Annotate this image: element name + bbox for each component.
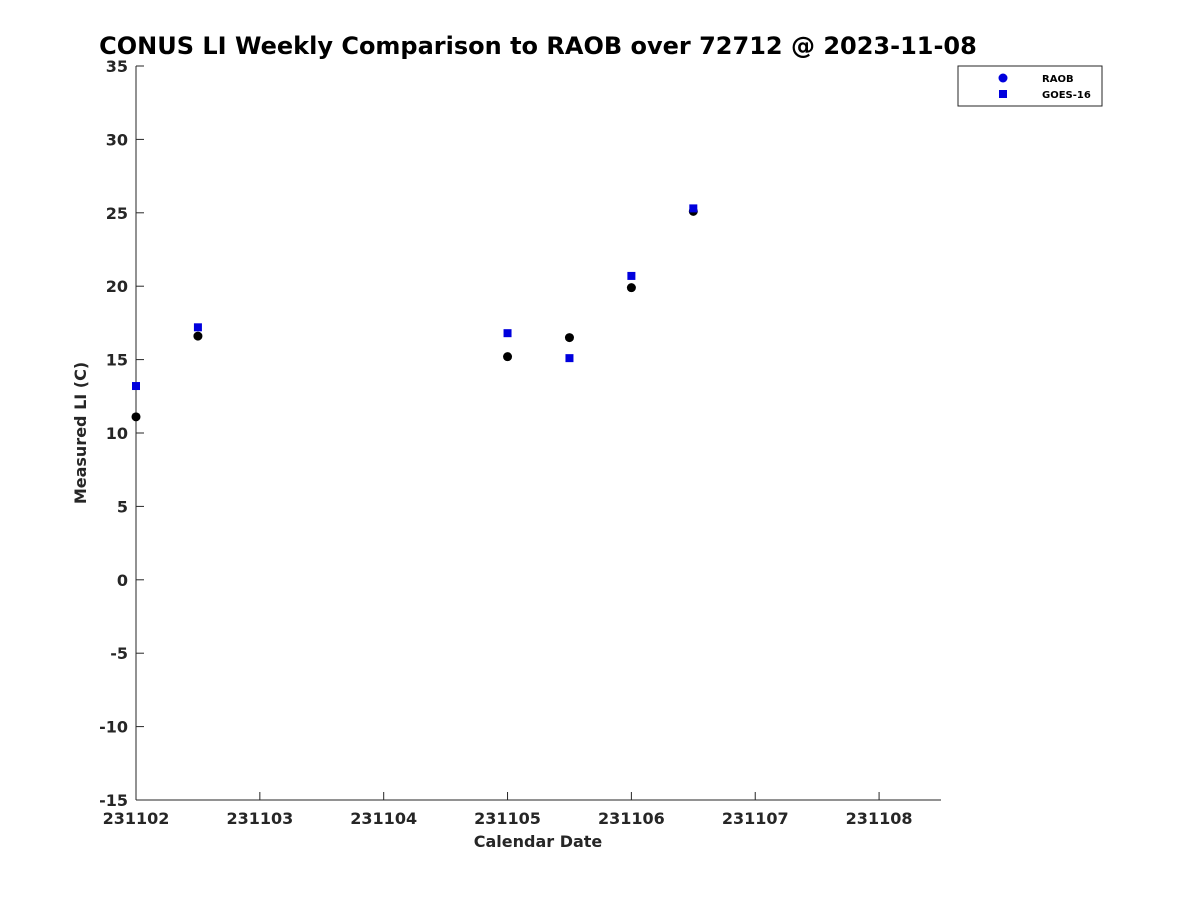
y-tick-label: -10 [99, 718, 128, 737]
legend-marker-goes-16 [999, 90, 1007, 98]
y-tick-label: 10 [106, 424, 128, 443]
raob-point [193, 331, 203, 341]
y-tick-label: 5 [117, 497, 128, 516]
legend-label-raob: RAOB [1042, 74, 1074, 85]
x-tick-label: 231105 [474, 809, 541, 828]
y-axis-label: Measured LI (C) [71, 362, 90, 504]
plot-axes: -15 -10 -5 0 5 10 15 20 25 30 35 231102 231103 231104… [99, 57, 941, 828]
legend: RAOB GOES-16 [957, 65, 1103, 107]
legend-marker-raob [998, 73, 1008, 83]
x-tick-label: 231103 [226, 809, 293, 828]
y-tick-label: -15 [99, 791, 128, 810]
x-tick-label: 231106 [598, 809, 665, 828]
x-axis-label: Calendar Date [474, 832, 603, 851]
x-tick-label: 231107 [722, 809, 789, 828]
y-tick-label: -5 [110, 644, 128, 663]
y-tick-label: 35 [106, 57, 128, 76]
legend-label-goes-16: GOES-16 [1042, 90, 1091, 101]
goes-16-point [565, 354, 574, 363]
goes-16-point [132, 382, 140, 391]
raob-point [131, 412, 141, 422]
legend-box [957, 65, 1103, 107]
raob-point [503, 352, 513, 362]
y-tick-label: 20 [106, 277, 128, 296]
x-tick-label: 231102 [103, 809, 170, 828]
y-tick-label: 25 [106, 204, 128, 223]
plot-points [131, 204, 698, 422]
x-tick-label: 231108 [846, 809, 913, 828]
goes-16-point [193, 323, 202, 332]
goes-16-point [627, 271, 636, 280]
goes-16-point [503, 329, 512, 338]
chart-title: CONUS LI Weekly Comparison to RAOB over … [99, 32, 977, 60]
x-tick-label: 231104 [350, 809, 417, 828]
y-tick-label: 0 [117, 571, 128, 590]
raob-point [626, 283, 636, 293]
y-tick-label: 15 [106, 351, 128, 370]
raob-point [564, 333, 574, 343]
goes-16-point [689, 204, 698, 213]
y-tick-label: 30 [106, 130, 128, 149]
